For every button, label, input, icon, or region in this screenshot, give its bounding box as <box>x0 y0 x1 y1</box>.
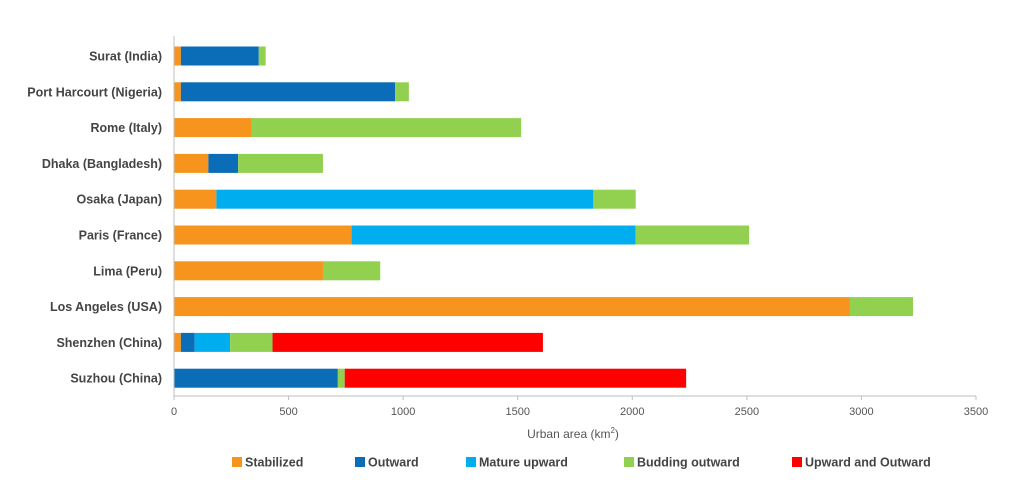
bar-segment-outward <box>208 153 239 173</box>
category-label: Lima (Peru) <box>93 264 162 278</box>
bar-segment-stabilized <box>174 261 323 281</box>
bar-segment-stabilized <box>174 297 850 317</box>
legend-swatch <box>624 457 634 467</box>
category-label: Paris (France) <box>79 229 162 243</box>
x-tick-label: 2000 <box>620 406 644 418</box>
bar-segment-budding-outward <box>322 261 381 281</box>
legend-label: Upward and Outward <box>805 456 931 470</box>
bar-segment-outward <box>180 46 259 66</box>
x-axis-title: Urban area (km2) <box>527 426 619 441</box>
bars-layer <box>174 46 913 388</box>
bar-segment-stabilized <box>174 225 352 245</box>
legend: Stabilized Outward Mature upward Budding ou… <box>232 456 931 470</box>
legend-swatch <box>232 457 242 467</box>
category-label: Port Harcourt (Nigeria) <box>27 85 162 99</box>
bar-segment-budding-outward <box>238 153 323 173</box>
x-tick-label: 1500 <box>505 406 529 418</box>
category-label: Suzhou (China) <box>70 372 162 386</box>
legend-label: Budding outward <box>637 456 740 470</box>
bar-segment-budding-outward <box>258 46 266 66</box>
category-labels: Surat (India) Port Harcourt (Nigeria) Rome… <box>27 50 162 386</box>
legend-swatch <box>792 457 802 467</box>
category-label: Shenzhen (China) <box>56 336 162 350</box>
legend-swatch <box>355 457 365 467</box>
x-tick-labels: 0 500 1000 1500 2000 2500 3000 3500 <box>171 396 988 418</box>
bar-segment-stabilized <box>174 118 252 138</box>
bar-segment-stabilized <box>174 332 181 352</box>
bar-segment-budding-outward <box>395 82 409 102</box>
bar-segment-stabilized <box>174 82 181 102</box>
bar-segment-budding-outward <box>251 118 522 138</box>
bar-segment-mature-upward <box>194 332 231 352</box>
bar-segment-mature-upward <box>216 189 594 209</box>
bar-segment-upward-and-outward <box>272 332 543 352</box>
bar-segment-stabilized <box>174 46 181 66</box>
bar-segment-budding-outward <box>849 297 913 317</box>
x-tick-label: 0 <box>171 406 177 418</box>
bar-segment-budding-outward <box>337 368 345 388</box>
category-label: Rome (Italy) <box>90 121 162 135</box>
category-label: Surat (India) <box>89 50 162 64</box>
legend-label: Outward <box>368 456 419 470</box>
x-axis-title-superscript: 2 <box>610 426 615 435</box>
bar-segment-mature-upward <box>351 225 636 245</box>
bar-segment-stabilized <box>174 189 217 209</box>
category-label: Osaka (Japan) <box>77 193 162 207</box>
x-tick-label: 3500 <box>964 406 988 418</box>
bar-segment-budding-outward <box>635 225 750 245</box>
x-tick-label: 3000 <box>849 406 873 418</box>
bar-segment-outward <box>174 368 338 388</box>
x-axis-title-main: Urban area (km <box>527 427 610 441</box>
bar-segment-outward <box>180 332 195 352</box>
bar-segment-outward <box>180 82 396 102</box>
legend-label: Stabilized <box>245 456 303 470</box>
x-tick-label: 1000 <box>391 406 415 418</box>
x-axis-title-close: ) <box>615 427 619 441</box>
category-label: Los Angeles (USA) <box>50 300 162 314</box>
bar-segment-upward-and-outward <box>344 368 687 388</box>
legend-label: Mature upward <box>479 456 568 470</box>
legend-swatch <box>466 457 476 467</box>
x-tick-label: 500 <box>279 406 297 418</box>
bar-segment-budding-outward <box>230 332 273 352</box>
bar-segment-budding-outward <box>593 189 636 209</box>
x-tick-label: 2500 <box>735 406 759 418</box>
bar-segment-stabilized <box>174 153 209 173</box>
category-label: Dhaka (Bangladesh) <box>42 157 162 171</box>
